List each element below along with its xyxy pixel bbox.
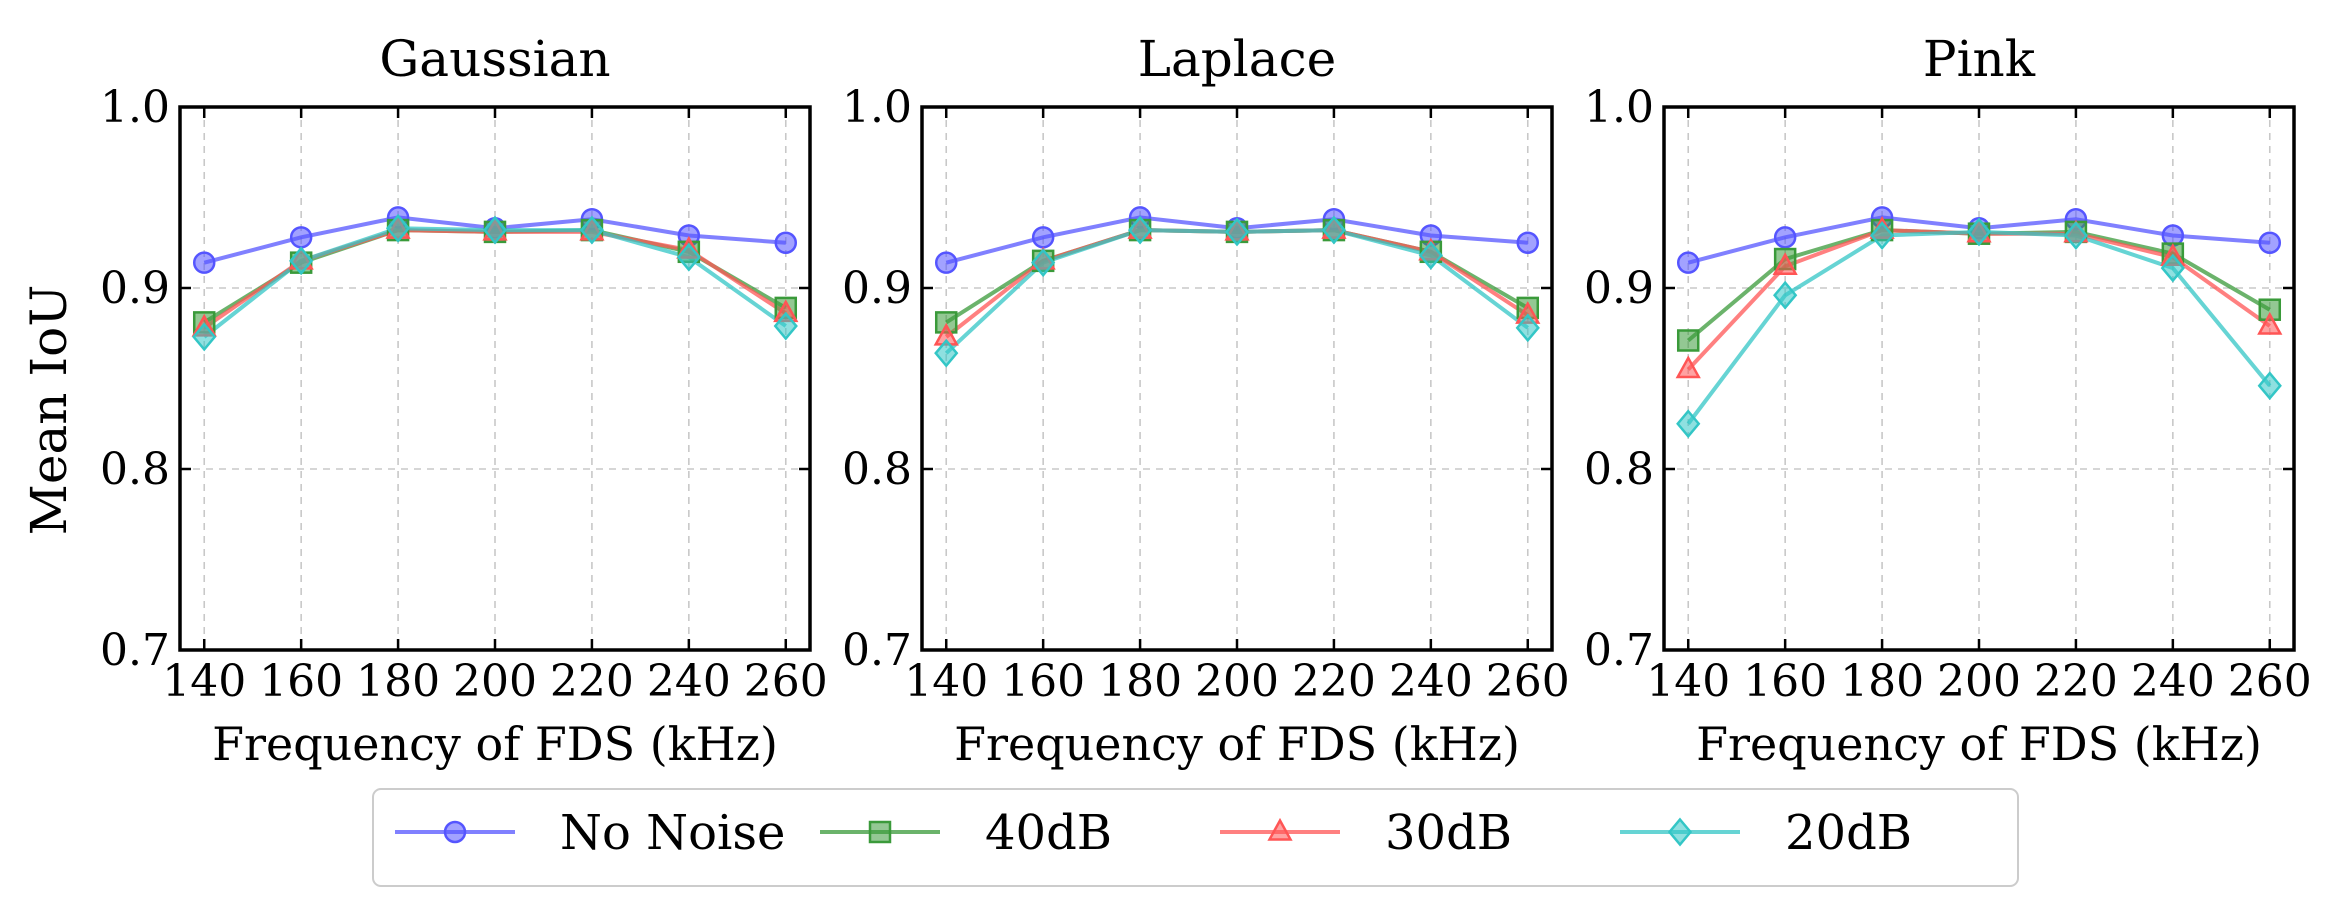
panel-gaussian: Gaussian Frequency of FDS (kHz) Mean IoU… bbox=[20, 30, 828, 771]
legend: No Noise 40dB 30dB 20dB bbox=[372, 788, 2019, 887]
data-point bbox=[289, 226, 313, 249]
y-tick-label: 1.0 bbox=[1584, 82, 1654, 133]
data-point bbox=[385, 213, 411, 243]
data-point bbox=[482, 215, 508, 245]
data-point bbox=[1676, 329, 1700, 352]
data-point bbox=[1773, 226, 1797, 249]
data-point bbox=[1031, 226, 1055, 249]
data-point bbox=[1869, 221, 1895, 250]
plot-area: 140 160 180 200 220 240 260 0.7 0.8 0.9 1.0 bbox=[100, 82, 828, 707]
data-point bbox=[1675, 355, 1701, 379]
plot-area: 140 160 180 200 220 240 260 0.7 0.8 0.9 1.0 bbox=[1584, 82, 2312, 707]
legend-label: 30dB bbox=[1385, 805, 1512, 861]
x-tick-label: 160 bbox=[1743, 656, 1827, 707]
panel-title: Pink bbox=[1923, 30, 2036, 88]
data-point bbox=[2063, 221, 2089, 250]
data-point bbox=[934, 338, 959, 368]
y-tick-label: 0.7 bbox=[1584, 625, 1654, 676]
y-tick-label: 0.9 bbox=[842, 263, 912, 314]
y-tick-label: 1.0 bbox=[100, 82, 170, 133]
x-axis-label: Frequency of FDS (kHz) bbox=[1696, 717, 2262, 771]
data-point bbox=[934, 251, 958, 274]
data-point bbox=[1772, 252, 1798, 276]
legend-entry: 30dB bbox=[1220, 805, 1512, 861]
panel-pink: Pink Frequency of FDS (kHz) 140 160 180 200… bbox=[1584, 30, 2312, 771]
x-tick-label: 240 bbox=[2131, 656, 2215, 707]
x-tick-label: 260 bbox=[744, 656, 828, 707]
y-tick-label: 0.7 bbox=[100, 625, 170, 676]
legend-marker bbox=[443, 820, 467, 844]
data-point bbox=[192, 251, 216, 274]
x-tick-label: 180 bbox=[1840, 656, 1924, 707]
x-tick-label: 140 bbox=[162, 656, 246, 707]
x-tick-label: 160 bbox=[1001, 656, 1085, 707]
x-tick-label: 240 bbox=[1389, 656, 1473, 707]
x-tick-label: 260 bbox=[2228, 656, 2312, 707]
x-tick-label: 220 bbox=[2034, 656, 2118, 707]
x-axis-label: Frequency of FDS (kHz) bbox=[212, 717, 778, 771]
data-point bbox=[2257, 371, 2282, 401]
plot-area: 140 160 180 200 220 240 260 0.7 0.8 0.9 1.0 bbox=[842, 82, 1570, 707]
legend-marker bbox=[868, 820, 892, 844]
data-point bbox=[1224, 217, 1250, 247]
data-point bbox=[1516, 231, 1540, 254]
legend-label: 40dB bbox=[985, 805, 1112, 861]
x-axis-label: Frequency of FDS (kHz) bbox=[954, 717, 1520, 771]
data-point bbox=[1418, 240, 1443, 270]
legend-items: No Noise 40dB 30dB 20dB bbox=[395, 805, 1912, 861]
x-tick-label: 220 bbox=[1292, 656, 1376, 707]
y-axis-label: Mean IoU bbox=[20, 285, 78, 536]
data-point bbox=[2257, 311, 2283, 335]
data-point bbox=[2160, 253, 2185, 283]
x-tick-label: 200 bbox=[453, 656, 537, 707]
y-tick-label: 0.9 bbox=[100, 263, 170, 314]
data-point bbox=[773, 311, 798, 341]
data-point bbox=[1321, 215, 1347, 245]
panel-laplace: Laplace Frequency of FDS (kHz) 140 160 180… bbox=[842, 30, 1570, 771]
y-tick-label: 0.7 bbox=[842, 625, 912, 676]
legend-entry: 40dB bbox=[820, 805, 1112, 861]
y-tick-label: 0.8 bbox=[1584, 444, 1654, 495]
y-tick-label: 0.8 bbox=[100, 444, 170, 495]
data-point bbox=[1966, 217, 1992, 247]
data-point bbox=[1676, 251, 1700, 274]
legend-marker bbox=[1267, 817, 1293, 841]
data-point bbox=[1676, 409, 1701, 439]
data-point bbox=[676, 242, 701, 272]
data-point bbox=[774, 231, 798, 254]
data-point bbox=[289, 246, 314, 276]
data-point bbox=[1031, 248, 1056, 278]
x-tick-label: 200 bbox=[1937, 656, 2021, 707]
legend-frame bbox=[372, 788, 2019, 887]
data-point bbox=[192, 322, 217, 352]
data-point bbox=[2258, 231, 2282, 254]
x-tick-label: 180 bbox=[1098, 656, 1182, 707]
data-point bbox=[1515, 313, 1540, 343]
panel-title: Gaussian bbox=[379, 30, 610, 88]
y-tick-label: 0.9 bbox=[1584, 263, 1654, 314]
panel-title: Laplace bbox=[1138, 30, 1336, 88]
legend-marker bbox=[1667, 817, 1693, 847]
legend-label: No Noise bbox=[560, 805, 785, 861]
x-tick-label: 140 bbox=[904, 656, 988, 707]
x-tick-label: 160 bbox=[259, 656, 343, 707]
y-tick-label: 1.0 bbox=[842, 82, 912, 133]
x-tick-label: 140 bbox=[1646, 656, 1730, 707]
x-tick-label: 240 bbox=[647, 656, 731, 707]
x-tick-label: 260 bbox=[1486, 656, 1570, 707]
data-point bbox=[579, 215, 605, 245]
data-point bbox=[1127, 215, 1153, 245]
legend-label: 20dB bbox=[1785, 805, 1912, 861]
x-tick-label: 200 bbox=[1195, 656, 1279, 707]
legend-entry: 20dB bbox=[1620, 805, 1912, 861]
x-tick-label: 220 bbox=[550, 656, 634, 707]
data-point bbox=[1773, 280, 1798, 310]
x-tick-label: 180 bbox=[356, 656, 440, 707]
legend-entry: No Noise bbox=[395, 805, 785, 861]
y-tick-label: 0.8 bbox=[842, 444, 912, 495]
